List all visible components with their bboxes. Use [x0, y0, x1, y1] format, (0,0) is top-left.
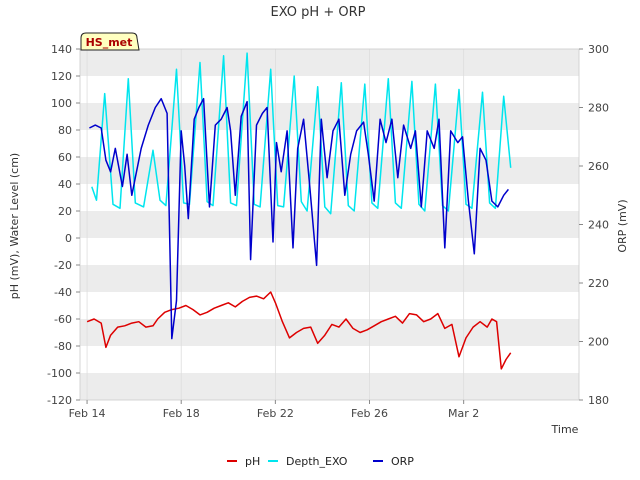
left-axis-ticks: -120 -100 -80 -60 -40 -20 0 20 40 60 80 100 120 140	[47, 43, 80, 407]
series-line-ph	[86, 291, 512, 370]
y-tick-label: 100	[51, 97, 72, 110]
y-right-tick-label: 180	[588, 394, 609, 407]
legend: pH Depth_EXO ORP	[227, 455, 414, 468]
y-right-tick-label: 240	[588, 219, 609, 232]
vertical-gridlines	[86, 49, 465, 400]
y-tick-label: 140	[51, 43, 72, 56]
grid-band	[80, 103, 579, 130]
grid-band	[80, 265, 579, 292]
grid-bands	[80, 49, 579, 400]
right-axis-ticks: 180 200 220 240 260 280 300	[579, 43, 609, 407]
legend-label: Depth_EXO	[286, 455, 348, 468]
y-tick-label: -60	[54, 313, 72, 326]
y-tick-label: 60	[58, 151, 72, 164]
series-layer	[86, 52, 512, 370]
y-tick-label: 120	[51, 70, 72, 83]
x-tick-label: Feb 26	[351, 407, 388, 420]
chart-title: EXO pH + ORP	[271, 5, 366, 20]
legend-label: ORP	[391, 455, 414, 468]
series-line-orp	[89, 97, 509, 340]
x-axis-label: Time	[551, 423, 579, 436]
y-right-tick-label: 220	[588, 277, 609, 290]
y-tick-label: -80	[54, 340, 72, 353]
y-right-tick-label: 280	[588, 102, 609, 115]
y-tick-label: 80	[58, 124, 72, 137]
y-tick-label: -20	[54, 259, 72, 272]
y-tick-label: -40	[54, 286, 72, 299]
x-tick-label: Feb 22	[257, 407, 294, 420]
y-tick-label: 20	[58, 205, 72, 218]
x-tick-label: Feb 14	[69, 407, 106, 420]
legend-label: pH	[245, 455, 260, 468]
grid-band	[80, 49, 579, 76]
y-tick-label: -100	[47, 367, 72, 380]
y-tick-label: 40	[58, 178, 72, 191]
grid-band	[80, 373, 579, 400]
grid-band	[80, 319, 579, 346]
y-right-tick-label: 260	[588, 160, 609, 173]
x-axis-ticks: Feb 14 Feb 18 Feb 22 Feb 26 Mar 2	[69, 400, 479, 420]
y-right-tick-label: 200	[588, 336, 609, 349]
x-tick-label: Feb 18	[163, 407, 200, 420]
badge-label: HS_met	[86, 36, 133, 49]
y-right-tick-label: 300	[588, 43, 609, 56]
hs-met-badge: HS_met	[80, 32, 140, 51]
y-axis-right-label: ORP (mV)	[616, 199, 629, 252]
y-tick-label: 0	[65, 232, 72, 245]
y-axis-label: pH (mV), Water Level (cm)	[8, 153, 21, 299]
grid-band	[80, 211, 579, 238]
y-tick-label: -120	[47, 394, 72, 407]
x-tick-label: Mar 2	[448, 407, 479, 420]
